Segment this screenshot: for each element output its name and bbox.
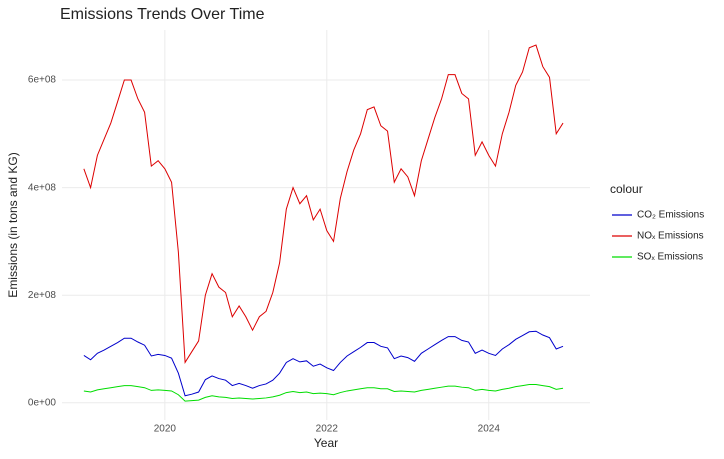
- y-tick-label: 2e+08: [28, 290, 57, 301]
- x-tick-label: 2024: [478, 424, 501, 435]
- y-tick-label: 0e+00: [28, 397, 57, 408]
- legend-label: NOₓ Emissions: [637, 231, 704, 242]
- chart-title: Emissions Trends Over Time: [60, 6, 265, 23]
- legend-label: SOₓ Emissions: [637, 252, 703, 263]
- series-line: [83, 384, 564, 402]
- y-axis-title: Emissions (in tons and KG): [6, 152, 20, 297]
- legend-title: colour: [610, 182, 643, 196]
- legend-label: CO₂ Emissions: [637, 210, 704, 221]
- series-line: [83, 44, 564, 365]
- x-axis-title: Year: [314, 436, 338, 450]
- y-tick-label: 4e+08: [28, 182, 57, 193]
- y-tick-label: 6e+08: [28, 75, 57, 86]
- series-line: [83, 330, 564, 397]
- x-tick-label: 2020: [154, 424, 177, 435]
- x-tick-label: 2022: [316, 424, 339, 435]
